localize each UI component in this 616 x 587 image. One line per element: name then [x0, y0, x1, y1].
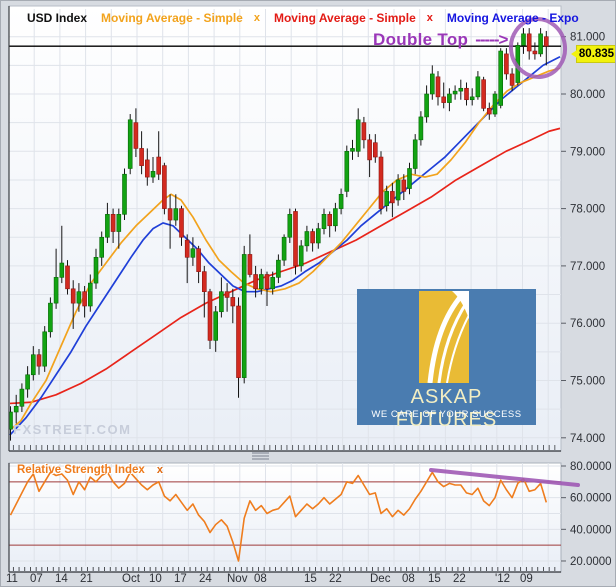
rsi-legend-label[interactable]: Relative Strength Index: [17, 464, 145, 476]
main-minor-ticks: [12, 445, 556, 450]
sma-fast-line[interactable]: [10, 67, 561, 430]
svg-text:21: 21: [80, 573, 93, 585]
svg-text:Nov: Nov: [227, 573, 248, 585]
fxstreet-watermark: FXSTREET.COM: [13, 422, 132, 437]
svg-text:75.000: 75.000: [570, 376, 605, 388]
svg-text:22: 22: [329, 573, 342, 585]
svg-text:24: 24: [199, 573, 212, 585]
double-top-label: Double Top: [373, 30, 469, 49]
logo-title: ASKAP FUTURES: [395, 386, 498, 431]
svg-text:81.000: 81.000: [570, 32, 605, 44]
panel-resize-handle[interactable]: [252, 452, 269, 460]
askap-futures-logo: ASKAP FUTURES WE CARE OF YOUR SUCCESS: [357, 289, 536, 431]
svg-text:11: 11: [6, 573, 18, 585]
svg-text:17: 17: [174, 573, 187, 585]
logo-rays-icon: [419, 291, 469, 383]
candlestick-series[interactable]: [9, 28, 549, 441]
legend-close-ma2-button[interactable]: x: [426, 12, 433, 24]
main-grid: [9, 9, 561, 451]
svg-text:10: 10: [149, 573, 162, 585]
annotation-arrow: ----->: [475, 30, 508, 49]
svg-text:09: 09: [520, 573, 533, 585]
rsi-minor-ticks: [12, 567, 556, 571]
instrument-title: USD Index: [27, 11, 88, 25]
legend-ma-simple-1[interactable]: Moving Average - Simple: [101, 11, 243, 25]
legend-close-ma1-button[interactable]: x: [253, 12, 260, 24]
price-axis: 81.000 80.000 79.000 78.000 77.000 76.000 75.0…: [561, 32, 605, 445]
sma-slow-line[interactable]: [9, 127, 561, 405]
chart-legend: USD Index Moving Average - Simple x Movi…: [27, 11, 579, 25]
date-axis: 11 07 14 21 Oct 10 17 24 Nov 08 15 22 Dec 08 15 22 '12 09: [6, 573, 533, 585]
rsi-panel: [8, 462, 562, 573]
svg-text:07: 07: [30, 573, 43, 585]
svg-text:15: 15: [304, 573, 317, 585]
last-price-tag: 80.835: [571, 45, 615, 63]
svg-text:'12: '12: [495, 573, 510, 585]
rsi-axis: 80.0000 60.0000 40.0000 20.0000: [561, 461, 612, 568]
svg-text:20.0000: 20.0000: [570, 556, 612, 568]
svg-text:77.000: 77.000: [570, 261, 605, 273]
svg-text:78.000: 78.000: [570, 204, 605, 216]
legend-ma-expo[interactable]: Moving Average - Expo: [446, 11, 579, 25]
svg-text:40.0000: 40.0000: [570, 524, 612, 536]
svg-text:80.0000: 80.0000: [570, 461, 612, 473]
legend-ma-simple-2[interactable]: Moving Average - Simple: [273, 11, 416, 25]
svg-text:15: 15: [428, 573, 441, 585]
svg-text:08: 08: [402, 573, 415, 585]
svg-text:79.000: 79.000: [570, 146, 605, 158]
double-top-annotation: Double Top ----->: [373, 30, 508, 50]
rsi-line[interactable]: [9, 471, 548, 562]
svg-text:22: 22: [453, 573, 466, 585]
svg-text:Dec: Dec: [370, 573, 391, 585]
svg-text:60.0000: 60.0000: [570, 493, 612, 505]
svg-text:14: 14: [55, 573, 68, 585]
logo-subtitle: WE CARE OF YOUR SUCCESS: [371, 409, 522, 420]
svg-text:76.000: 76.000: [570, 318, 605, 330]
svg-text:80.000: 80.000: [570, 89, 605, 101]
rsi-close-button[interactable]: x: [156, 464, 163, 476]
double-top-circle-annotation[interactable]: [507, 16, 569, 81]
svg-text:Oct: Oct: [122, 573, 141, 585]
svg-text:08: 08: [254, 573, 267, 585]
rsi-legend: Relative Strength Index x: [17, 464, 163, 476]
rsi-divergence-trendline[interactable]: [429, 468, 580, 487]
svg-text:74.000: 74.000: [570, 433, 605, 445]
